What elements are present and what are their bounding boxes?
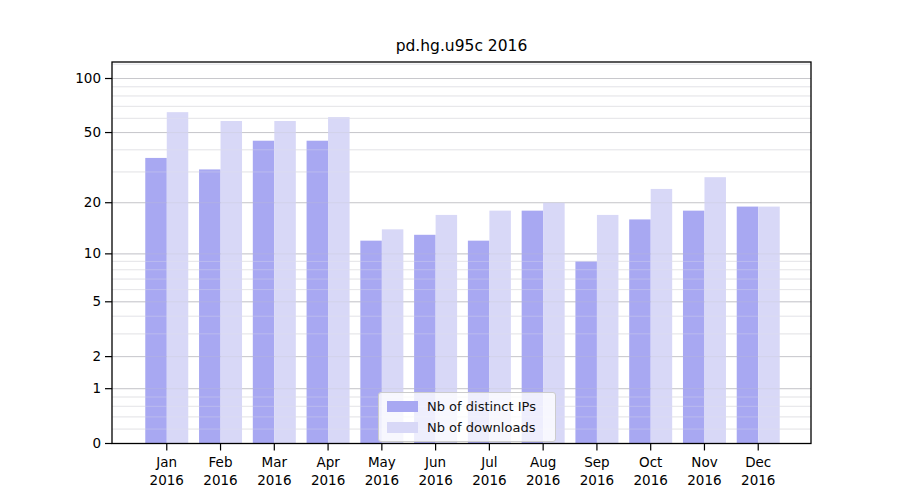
- legend: Nb of distinct IPs Nb of downloads: [378, 392, 556, 442]
- bar-downloads-sep: [597, 215, 619, 444]
- legend-label-distinct-ips: Nb of distinct IPs: [427, 399, 536, 414]
- x-tick-label-month-jan: Jan: [155, 454, 177, 470]
- x-tick-label-month-dec: Dec: [745, 454, 771, 470]
- x-tick-label-month-apr: Apr: [316, 454, 340, 470]
- bar-downloads-jan: [167, 112, 189, 443]
- x-tick-label-month-may: May: [368, 454, 396, 470]
- x-tick-label-year-feb: 2016: [203, 472, 237, 488]
- x-tick-label-year-dec: 2016: [741, 472, 775, 488]
- y-tick-label-20: 20: [84, 194, 101, 210]
- y-tick-label-100: 100: [75, 70, 101, 86]
- x-tick-label-month-aug: Aug: [530, 454, 556, 470]
- bar-distinct-ips-mar: [253, 141, 274, 444]
- bar-distinct-ips-jan: [145, 158, 167, 444]
- bar-downloads-dec: [758, 207, 780, 444]
- bar-distinct-ips-sep: [575, 261, 597, 443]
- x-tick-label-month-sep: Sep: [584, 454, 609, 470]
- y-tick-label-1: 1: [92, 380, 101, 396]
- bar-downloads-mar: [274, 121, 296, 443]
- bar-distinct-ips-oct: [629, 219, 651, 443]
- x-tick-label-month-mar: Mar: [262, 454, 288, 470]
- x-tick-label-year-mar: 2016: [257, 472, 291, 488]
- x-tick-label-year-nov: 2016: [687, 472, 721, 488]
- x-tick-label-year-jan: 2016: [150, 472, 184, 488]
- y-tick-label-2: 2: [92, 348, 101, 364]
- y-tick-label-5: 5: [92, 293, 101, 309]
- x-tick-label-year-sep: 2016: [580, 472, 614, 488]
- legend-item: Nb of distinct IPs: [387, 399, 545, 414]
- bar-downloads-apr: [328, 117, 350, 443]
- bar-distinct-ips-dec: [737, 207, 759, 444]
- bar-distinct-ips-feb: [199, 169, 221, 443]
- bar-distinct-ips-apr: [307, 141, 329, 444]
- bar-downloads-feb: [221, 121, 243, 443]
- x-tick-label-year-aug: 2016: [526, 472, 560, 488]
- bar-downloads-nov: [704, 177, 726, 443]
- x-tick-label-year-apr: 2016: [311, 472, 345, 488]
- x-tick-label-year-oct: 2016: [634, 472, 668, 488]
- bar-distinct-ips-nov: [683, 211, 705, 444]
- x-tick-label-year-jul: 2016: [472, 472, 506, 488]
- x-tick-label-month-jul: Jul: [480, 454, 497, 470]
- x-tick-label-month-feb: Feb: [209, 454, 233, 470]
- x-tick-label-month-jun: Jun: [424, 454, 446, 470]
- x-tick-label-year-jun: 2016: [418, 472, 452, 488]
- y-tick-label-50: 50: [84, 124, 101, 140]
- legend-swatch-downloads: [387, 422, 418, 433]
- y-tick-label-0: 0: [92, 435, 101, 451]
- x-tick-label-year-may: 2016: [365, 472, 399, 488]
- x-tick-label-month-oct: Oct: [639, 454, 662, 470]
- legend-label-downloads: Nb of downloads: [427, 420, 535, 435]
- legend-swatch-distinct-ips: [387, 401, 418, 412]
- legend-item: Nb of downloads: [387, 420, 545, 435]
- x-tick-label-month-nov: Nov: [691, 454, 717, 470]
- y-tick-label-10: 10: [84, 245, 101, 261]
- download-stats-chart: pd.hg.u95c 2016 0125102050100Jan2016Feb2…: [0, 0, 900, 500]
